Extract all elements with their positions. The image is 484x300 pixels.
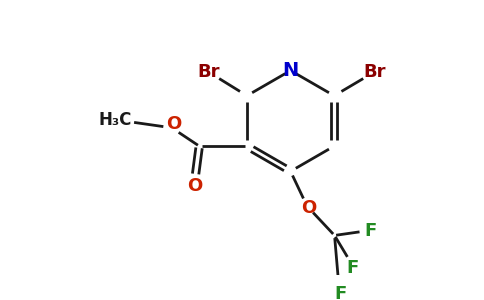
Text: O: O	[187, 177, 202, 195]
Text: F: F	[364, 222, 377, 240]
Text: N: N	[283, 61, 299, 80]
Text: O: O	[301, 199, 317, 217]
Text: F: F	[335, 285, 347, 300]
Text: H₃C: H₃C	[98, 112, 132, 130]
Text: Br: Br	[197, 63, 220, 81]
Text: Br: Br	[363, 63, 386, 81]
Text: O: O	[166, 115, 181, 133]
Text: F: F	[347, 260, 359, 278]
